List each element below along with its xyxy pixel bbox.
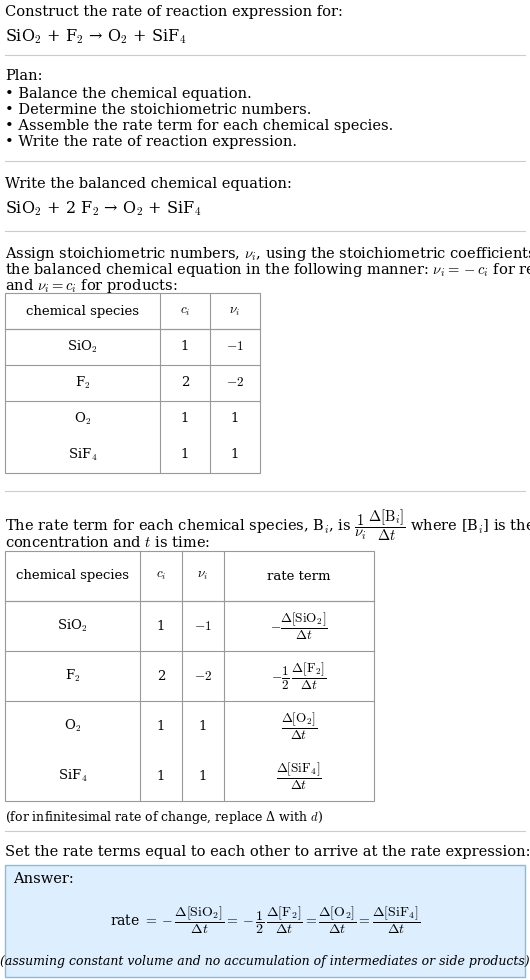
- Text: 1: 1: [231, 449, 239, 462]
- Text: $-2$: $-2$: [226, 376, 244, 389]
- Text: The rate term for each chemical species, B$_i$, is $\dfrac{1}{\nu_i}\dfrac{\Delt: The rate term for each chemical species,…: [5, 507, 530, 543]
- Text: rate term: rate term: [267, 569, 331, 582]
- Text: $c_i$: $c_i$: [180, 305, 190, 318]
- Text: 1: 1: [157, 719, 165, 732]
- Text: 2: 2: [157, 669, 165, 682]
- Text: chemical species: chemical species: [16, 569, 129, 582]
- Text: Plan:: Plan:: [5, 69, 42, 83]
- Text: SiO$_2$ + 2 F$_2$ → O$_2$ + SiF$_4$: SiO$_2$ + 2 F$_2$ → O$_2$ + SiF$_4$: [5, 199, 201, 218]
- Text: (assuming constant volume and no accumulation of intermediates or side products): (assuming constant volume and no accumul…: [0, 955, 530, 967]
- Text: $-2$: $-2$: [194, 669, 212, 682]
- Text: SiO$_2$ + F$_2$ → O$_2$ + SiF$_4$: SiO$_2$ + F$_2$ → O$_2$ + SiF$_4$: [5, 27, 186, 46]
- Text: Assign stoichiometric numbers, $\nu_i$, using the stoichiometric coefficients, $: Assign stoichiometric numbers, $\nu_i$, …: [5, 245, 530, 263]
- Text: 2: 2: [181, 376, 189, 389]
- Text: chemical species: chemical species: [26, 305, 139, 318]
- Text: Set the rate terms equal to each other to arrive at the rate expression:: Set the rate terms equal to each other t…: [5, 845, 530, 859]
- Text: F$_2$: F$_2$: [65, 668, 81, 684]
- Text: $\nu_i$: $\nu_i$: [197, 569, 209, 582]
- Text: Construct the rate of reaction expression for:: Construct the rate of reaction expressio…: [5, 5, 343, 19]
- Text: $-\dfrac{\Delta[\mathrm{SiO_2}]}{\Delta t}$: $-\dfrac{\Delta[\mathrm{SiO_2}]}{\Delta …: [270, 611, 328, 642]
- Text: $-1$: $-1$: [226, 340, 244, 354]
- Text: 1: 1: [157, 619, 165, 632]
- Text: SiF$_4$: SiF$_4$: [58, 768, 87, 784]
- Text: and $\nu_i = c_i$ for products:: and $\nu_i = c_i$ for products:: [5, 277, 178, 295]
- Text: $\dfrac{\Delta[\mathrm{SiF_4}]}{\Delta t}$: $\dfrac{\Delta[\mathrm{SiF_4}]}{\Delta t…: [276, 760, 322, 792]
- Text: • Determine the stoichiometric numbers.: • Determine the stoichiometric numbers.: [5, 103, 312, 117]
- Text: concentration and $t$ is time:: concentration and $t$ is time:: [5, 535, 210, 550]
- Text: 1: 1: [181, 449, 189, 462]
- Text: 1: 1: [157, 769, 165, 782]
- Text: rate $= -\dfrac{\Delta[\mathrm{SiO_2}]}{\Delta t} = -\dfrac{1}{2}\,\dfrac{\Delta: rate $= -\dfrac{\Delta[\mathrm{SiO_2}]}{…: [110, 905, 420, 936]
- Text: $-\dfrac{1}{2}\,\dfrac{\Delta[\mathrm{F_2}]}{\Delta t}$: $-\dfrac{1}{2}\,\dfrac{\Delta[\mathrm{F_…: [271, 661, 326, 692]
- Text: • Assemble the rate term for each chemical species.: • Assemble the rate term for each chemic…: [5, 119, 393, 133]
- Text: F$_2$: F$_2$: [75, 375, 91, 391]
- Bar: [5, 293, 260, 473]
- Text: O$_2$: O$_2$: [64, 718, 81, 734]
- Text: $c_i$: $c_i$: [156, 569, 166, 582]
- Text: $\dfrac{\Delta[\mathrm{O_2}]}{\Delta t}$: $\dfrac{\Delta[\mathrm{O_2}]}{\Delta t}$: [281, 710, 317, 742]
- Text: 1: 1: [199, 769, 207, 782]
- Text: • Write the rate of reaction expression.: • Write the rate of reaction expression.: [5, 135, 297, 149]
- Bar: [5, 551, 374, 801]
- Text: Answer:: Answer:: [13, 872, 74, 886]
- Text: the balanced chemical equation in the following manner: $\nu_i = -c_i$ for react: the balanced chemical equation in the fo…: [5, 261, 530, 279]
- Text: SiO$_2$: SiO$_2$: [67, 339, 98, 355]
- Text: • Balance the chemical equation.: • Balance the chemical equation.: [5, 87, 252, 101]
- Text: SiF$_4$: SiF$_4$: [68, 447, 97, 464]
- FancyBboxPatch shape: [5, 865, 525, 977]
- Text: (for infinitesimal rate of change, replace Δ with $d$): (for infinitesimal rate of change, repla…: [5, 809, 323, 826]
- Text: 1: 1: [181, 340, 189, 354]
- Text: O$_2$: O$_2$: [74, 411, 91, 427]
- Text: $\nu_i$: $\nu_i$: [229, 305, 241, 318]
- Text: 1: 1: [231, 413, 239, 425]
- Text: $-1$: $-1$: [194, 619, 212, 632]
- Text: 1: 1: [199, 719, 207, 732]
- Text: 1: 1: [181, 413, 189, 425]
- Text: SiO$_2$: SiO$_2$: [57, 617, 88, 634]
- Text: Write the balanced chemical equation:: Write the balanced chemical equation:: [5, 177, 292, 191]
